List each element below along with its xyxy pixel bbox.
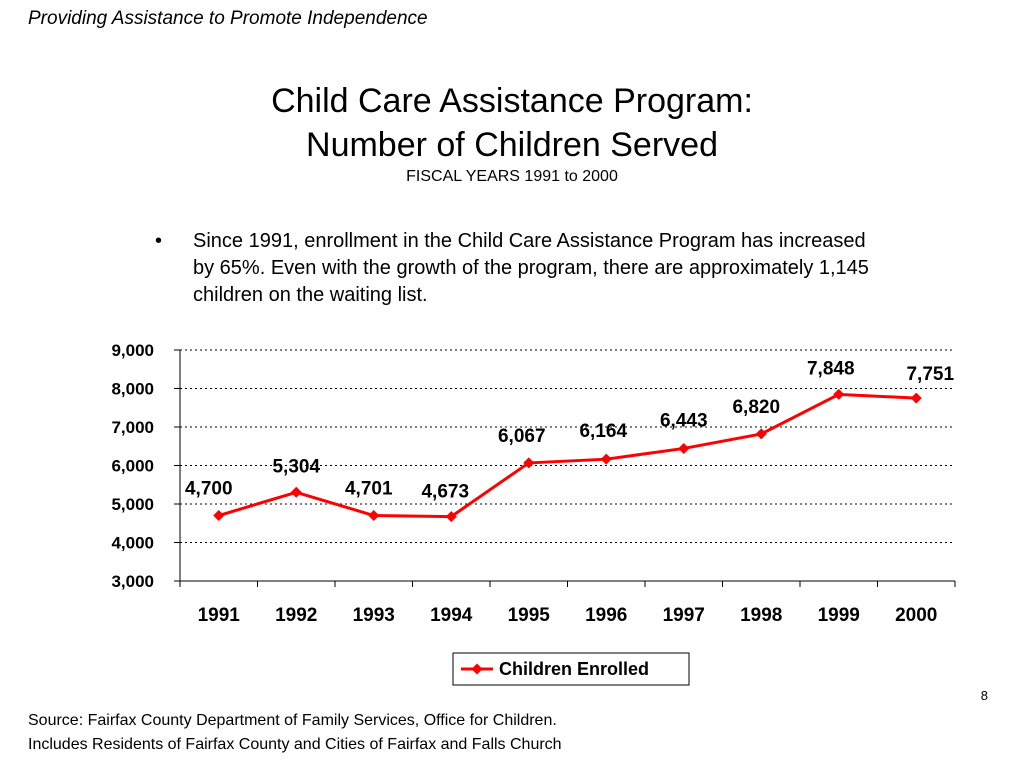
source-note: Source: Fairfax County Department of Fam… <box>28 709 562 757</box>
y-tick-label: 3,000 <box>111 572 154 591</box>
data-label: 4,701 <box>345 479 393 500</box>
chart-gridlines <box>180 349 955 543</box>
chart-series <box>213 388 922 523</box>
data-point <box>678 442 690 454</box>
data-label: 5,304 <box>272 456 320 477</box>
page-number: 8 <box>980 688 988 703</box>
y-tick-label: 8,000 <box>111 380 154 399</box>
y-tick-label: 7,000 <box>111 418 154 437</box>
x-tick-label: 1993 <box>353 605 395 626</box>
line-chart: 3,000 4,000 5,000 6,000 7,000 8,000 9,000 1991… <box>111 341 956 686</box>
data-point <box>755 428 767 440</box>
slide-title-line1: Child Care Assistance Program: <box>271 82 753 120</box>
data-point <box>523 457 535 469</box>
data-label: 6,067 <box>498 426 546 447</box>
x-tick-label: 1997 <box>663 605 705 626</box>
x-tick-label: 1995 <box>508 605 551 626</box>
y-tick-label: 5,000 <box>111 495 154 514</box>
x-tick-label: 2000 <box>895 605 937 626</box>
data-point <box>290 486 302 498</box>
slide-subtitle: FISCAL YEARS 1991 to 2000 <box>406 168 618 185</box>
y-tick-label: 6,000 <box>111 457 154 476</box>
data-point <box>445 511 457 523</box>
x-tick-label: 1996 <box>585 605 627 626</box>
source-line-1: Source: Fairfax County Department of Fam… <box>28 712 557 729</box>
x-tick-label: 1998 <box>740 605 782 626</box>
data-point <box>600 453 612 465</box>
data-point <box>213 510 225 522</box>
data-point <box>910 392 922 404</box>
x-axis-ticks: 1991 1992 1993 1994 1995 1996 1997 1998 1999 2000 <box>179 581 956 626</box>
legend-marker-icon <box>471 663 483 675</box>
data-label: 7,751 <box>906 364 954 385</box>
bullet-text: Since 1991, enrollment in the Child Care… <box>193 230 869 306</box>
bullet-point: • Since 1991, enrollment in the Child Ca… <box>155 228 875 309</box>
data-label: 4,673 <box>421 482 469 503</box>
x-tick-label: 1999 <box>818 605 860 626</box>
data-labels: 4,700 5,304 4,701 4,673 6,067 6,164 6,443 6,820… <box>185 358 954 502</box>
data-point <box>833 388 845 400</box>
legend-label: Children Enrolled <box>499 659 649 679</box>
bullet-icon: • <box>155 230 163 252</box>
series-line <box>218 392 917 519</box>
source-line-2: Includes Residents of Fairfax County and… <box>28 736 562 753</box>
data-point <box>368 510 380 522</box>
x-tick-label: 1992 <box>275 605 317 626</box>
x-tick-label: 1994 <box>430 605 473 626</box>
y-tick-label: 9,000 <box>111 341 154 360</box>
y-axis-ticks: 3,000 4,000 5,000 6,000 7,000 8,000 9,000 <box>111 341 180 591</box>
chart-legend: Children Enrolled <box>452 652 690 686</box>
y-tick-label: 4,000 <box>111 534 154 553</box>
data-label: 6,820 <box>732 397 780 418</box>
data-label: 7,848 <box>807 358 855 379</box>
x-tick-label: 1991 <box>198 605 241 626</box>
data-label: 6,443 <box>660 410 708 431</box>
header-tagline: Providing Assistance to Promote Independ… <box>28 8 428 29</box>
slide-title-line2: Number of Children Served <box>306 126 718 164</box>
data-label: 6,164 <box>579 421 627 442</box>
data-label: 4,700 <box>185 479 233 500</box>
